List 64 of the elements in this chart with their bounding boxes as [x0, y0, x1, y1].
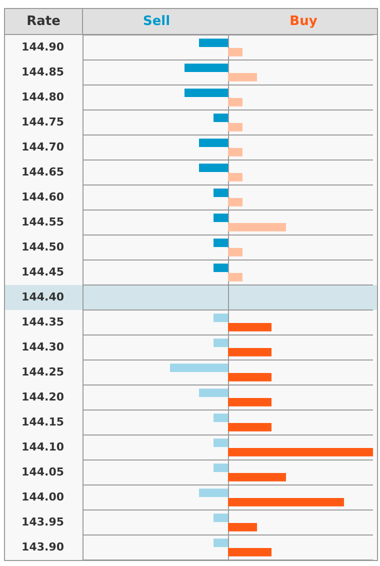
- bar: [214, 414, 228, 422]
- bar: [228, 198, 242, 206]
- y-tick-label: 144.25: [22, 365, 64, 378]
- bar: [228, 72, 257, 82]
- y-tick-label: 144.90: [22, 40, 64, 54]
- bar: [228, 98, 242, 106]
- bar: [228, 348, 272, 356]
- bar: [199, 488, 228, 498]
- bar: [228, 122, 242, 132]
- bar: [214, 464, 228, 472]
- bar: [214, 438, 228, 448]
- bar: [214, 188, 228, 198]
- text: Sell: [142, 13, 172, 31]
- bar: [228, 222, 286, 232]
- y-tick-label: 144.70: [22, 140, 64, 154]
- bar: [228, 548, 272, 556]
- bar: [228, 398, 272, 406]
- bar: [170, 364, 228, 372]
- bar: [228, 522, 257, 532]
- bar: [199, 164, 228, 172]
- y-tick-label: 143.90: [22, 540, 64, 554]
- bar: [228, 472, 286, 482]
- y-tick-label: 144.20: [22, 390, 64, 404]
- bar: [184, 64, 228, 72]
- bar: [228, 372, 272, 382]
- bar: [199, 38, 228, 48]
- text: Buy: [288, 13, 318, 31]
- y-tick-label: 144.05: [22, 465, 64, 478]
- y-tick-label: 144.30: [22, 340, 64, 354]
- bar: [214, 264, 228, 272]
- bar: [228, 48, 242, 56]
- bar: [199, 138, 228, 148]
- bar: [228, 322, 272, 332]
- y-tick-label: 144.10: [22, 440, 64, 454]
- y-tick-label: 144.15: [22, 415, 64, 428]
- y-tick-label: 144.45: [22, 265, 64, 278]
- y-tick-label: 143.95: [22, 515, 64, 528]
- y-tick-label: 144.50: [22, 240, 64, 254]
- bar: [214, 238, 228, 248]
- y-tick-label: 144.65: [22, 165, 64, 178]
- bar: [228, 272, 242, 282]
- bar: [228, 498, 344, 506]
- bar: [214, 214, 228, 222]
- y-axis-title: Rate: [5, 9, 83, 34]
- y-tick-label: 144.55: [22, 215, 64, 228]
- bar: [214, 514, 228, 522]
- bar: [184, 88, 228, 98]
- bar: [228, 248, 242, 256]
- y-tick-label: 144.85: [22, 65, 64, 78]
- bar: [214, 114, 228, 122]
- bar: [199, 388, 228, 398]
- y-tick-label: 144.40: [22, 290, 64, 304]
- bar: [228, 172, 242, 182]
- bar: [214, 338, 228, 348]
- y-tick-label: 144.80: [22, 90, 64, 104]
- bar: [228, 422, 272, 432]
- y-tick-label: 144.00: [22, 490, 64, 504]
- y-tick-label: 144.75: [22, 115, 64, 128]
- y-tick-label: 144.35: [22, 315, 64, 328]
- bar: [214, 314, 228, 322]
- bar: [214, 538, 228, 548]
- bar: [228, 448, 373, 456]
- y-tick-label: 144.60: [22, 190, 64, 204]
- bar: [228, 148, 242, 156]
